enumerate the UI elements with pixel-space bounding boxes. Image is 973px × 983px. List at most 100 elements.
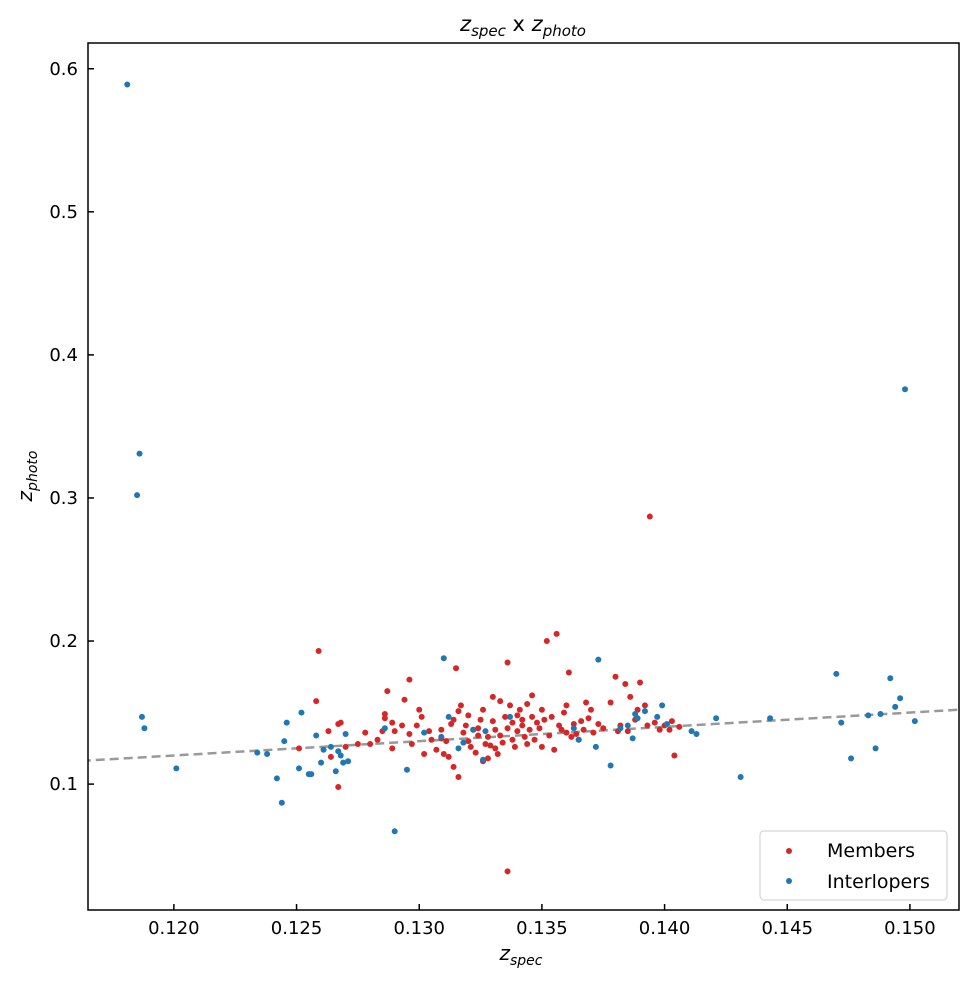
point-members: [573, 731, 580, 738]
point-interlopers: [318, 759, 325, 766]
legend: Members Interlopers: [759, 830, 948, 901]
point-members: [450, 763, 457, 770]
point-interlopers: [902, 386, 909, 393]
title-separator: x: [506, 12, 532, 36]
point-interlopers: [664, 721, 671, 728]
point-members: [406, 731, 413, 738]
point-members: [651, 719, 658, 726]
point-interlopers: [460, 739, 467, 746]
point-members: [475, 732, 482, 739]
point-members: [497, 698, 504, 705]
data-points: [124, 81, 918, 875]
point-interlopers: [381, 725, 388, 732]
point-members: [327, 753, 334, 760]
point-interlopers: [340, 759, 347, 766]
point-interlopers: [391, 828, 398, 835]
point-interlopers: [134, 492, 141, 499]
point-members: [524, 700, 531, 707]
point-interlopers: [887, 675, 894, 682]
plot-frame: [87, 42, 960, 911]
point-members: [455, 773, 462, 780]
point-interlopers: [332, 768, 339, 775]
point-members: [504, 868, 511, 875]
point-members: [646, 513, 653, 520]
point-members: [568, 733, 575, 740]
x-axis-title-subscript: spec: [510, 953, 543, 969]
point-interlopers: [480, 756, 487, 763]
point-members: [578, 718, 585, 725]
point-members: [595, 721, 602, 728]
x-tick-label: 0.130: [393, 918, 445, 939]
point-members: [367, 741, 374, 748]
point-members: [384, 688, 391, 695]
point-interlopers: [482, 728, 489, 735]
point-members: [509, 719, 516, 726]
point-interlopers: [337, 752, 344, 759]
point-members: [524, 741, 531, 748]
point-members: [325, 728, 332, 735]
point-members: [509, 736, 516, 743]
x-axis-title-z: z: [499, 941, 511, 965]
point-interlopers: [641, 708, 648, 715]
point-interlopers: [440, 655, 447, 662]
point-members: [600, 725, 607, 732]
point-interlopers: [693, 731, 700, 738]
point-members: [587, 706, 594, 713]
point-interlopers: [313, 732, 320, 739]
point-members: [612, 673, 619, 680]
point-members: [622, 680, 629, 687]
point-interlopers: [342, 731, 349, 738]
point-interlopers: [296, 765, 303, 772]
point-members: [438, 726, 445, 733]
point-interlopers: [138, 713, 145, 720]
point-interlopers: [507, 713, 514, 720]
point-members: [536, 725, 543, 732]
legend-marker-interlopers: [786, 878, 792, 884]
point-members: [627, 693, 634, 700]
x-tick-label: 0.135: [516, 918, 568, 939]
point-members: [533, 719, 540, 726]
point-members: [529, 713, 536, 720]
point-members: [624, 728, 631, 735]
point-members: [514, 728, 521, 735]
point-interlopers: [264, 751, 271, 758]
y-tick-label: 0.4: [49, 345, 78, 366]
point-interlopers: [281, 738, 288, 745]
point-interlopers: [624, 722, 631, 729]
legend-label-interlopers: Interlopers: [827, 871, 930, 893]
point-interlopers: [892, 703, 899, 710]
point-members: [671, 752, 678, 759]
point-members: [666, 726, 673, 733]
point-members: [546, 732, 553, 739]
point-members: [354, 741, 361, 748]
legend-marker-members: [786, 848, 792, 854]
point-members: [538, 743, 545, 750]
point-members: [499, 739, 506, 746]
point-interlopers: [575, 736, 582, 743]
y-tick-label: 0.1: [49, 774, 78, 795]
point-members: [551, 746, 558, 753]
point-interlopers: [278, 799, 285, 806]
point-interlopers: [570, 725, 577, 732]
y-tick-label: 0.6: [49, 59, 78, 80]
point-members: [455, 708, 462, 715]
point-interlopers: [438, 733, 445, 740]
point-members: [399, 722, 406, 729]
point-members: [426, 728, 433, 735]
point-members: [453, 665, 460, 672]
point-members: [475, 725, 482, 732]
point-members: [381, 710, 388, 717]
point-interlopers: [877, 710, 884, 717]
point-members: [484, 733, 491, 740]
point-interlopers: [713, 715, 720, 722]
point-members: [519, 716, 526, 723]
point-interlopers: [124, 81, 131, 88]
point-interlopers: [848, 755, 855, 762]
point-members: [585, 715, 592, 722]
point-members: [440, 751, 447, 758]
point-members: [656, 726, 663, 733]
point-members: [492, 726, 499, 733]
point-interlopers: [865, 712, 872, 719]
point-members: [511, 743, 518, 750]
point-interlopers: [617, 725, 624, 732]
